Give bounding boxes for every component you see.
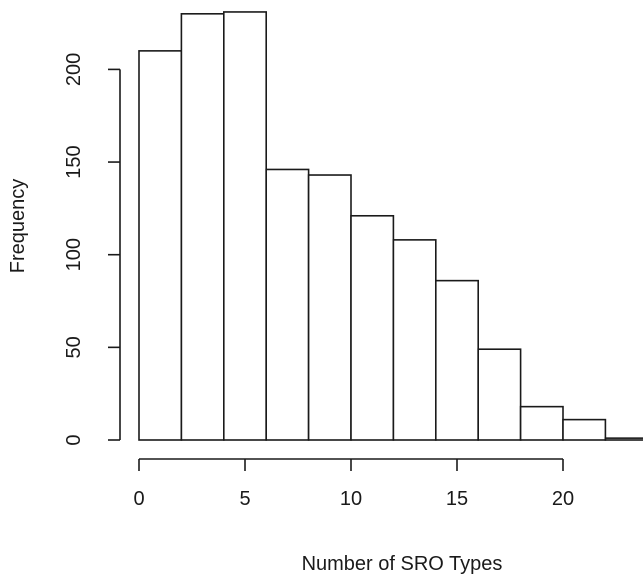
y-axis: 0 50 100 150 200 bbox=[63, 53, 121, 446]
y-tick-label: 150 bbox=[63, 145, 85, 178]
y-tick-label: 0 bbox=[63, 434, 85, 445]
x-tick-label: 15 bbox=[446, 488, 468, 510]
x-axis: 0 5 10 15 20 bbox=[133, 458, 574, 510]
histogram-bar-11 bbox=[604, 437, 643, 441]
histogram-bar-9 bbox=[519, 405, 564, 441]
histogram-bar-5 bbox=[350, 214, 395, 441]
histogram-bar-2 bbox=[223, 11, 268, 441]
y-tick-label: 200 bbox=[63, 53, 85, 86]
x-tick-label: 5 bbox=[239, 488, 250, 510]
histogram-bar-6 bbox=[392, 239, 437, 441]
histogram-bar-8 bbox=[477, 348, 522, 441]
x-tick-label: 10 bbox=[340, 488, 362, 510]
histogram-bar-3 bbox=[265, 168, 310, 441]
x-axis-label: Number of SRO Types bbox=[302, 553, 503, 575]
histogram-bar-0 bbox=[138, 50, 183, 441]
x-tick-label: 20 bbox=[552, 488, 574, 510]
y-tick-label: 100 bbox=[63, 238, 85, 271]
histogram-bars bbox=[138, 11, 643, 441]
histogram-bar-10 bbox=[562, 418, 607, 441]
histogram-bar-7 bbox=[434, 279, 479, 441]
histogram-bar-4 bbox=[307, 174, 352, 441]
y-tick-label: 50 bbox=[63, 336, 85, 358]
x-tick-label: 0 bbox=[133, 488, 144, 510]
y-axis-label: Frequency bbox=[7, 179, 29, 274]
histogram-bar-1 bbox=[180, 13, 225, 441]
